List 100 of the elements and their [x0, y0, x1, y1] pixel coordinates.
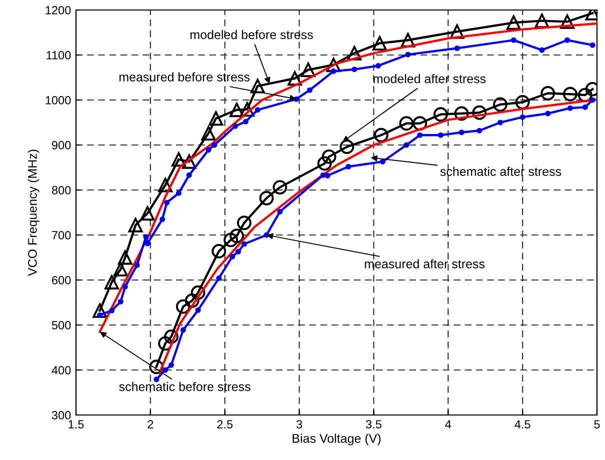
point	[590, 97, 596, 103]
point	[108, 308, 115, 314]
point	[564, 37, 570, 43]
point	[520, 114, 526, 120]
point	[567, 105, 573, 111]
point	[320, 172, 326, 178]
point	[472, 105, 487, 120]
point	[352, 66, 358, 72]
point	[476, 128, 482, 134]
point	[164, 200, 170, 206]
point	[578, 88, 592, 102]
point	[380, 158, 386, 164]
point	[113, 262, 128, 276]
point	[497, 120, 504, 126]
point	[458, 130, 464, 136]
point	[216, 275, 222, 281]
point	[433, 107, 448, 122]
point	[206, 147, 212, 153]
point	[404, 142, 410, 148]
point	[224, 232, 238, 248]
point	[182, 154, 196, 169]
x-tick-label: 2.5	[217, 420, 233, 429]
point	[160, 216, 166, 222]
y-tick-label: 800	[52, 186, 71, 194]
x-axis-title: Bias Voltage (V)	[292, 434, 381, 446]
point	[300, 62, 316, 78]
point	[330, 68, 336, 74]
point	[118, 298, 124, 304]
point	[400, 32, 416, 48]
point	[454, 45, 460, 52]
point	[164, 329, 178, 344]
y-tick-label: 500	[52, 321, 71, 330]
point	[277, 208, 283, 214]
point	[168, 362, 174, 368]
point	[144, 240, 150, 246]
point	[374, 128, 388, 142]
point	[230, 102, 244, 118]
point	[288, 71, 302, 86]
point	[97, 312, 103, 318]
point	[171, 152, 186, 167]
point	[208, 111, 224, 126]
point	[324, 172, 330, 178]
x-tick-label: 2	[148, 420, 154, 428]
point	[128, 218, 143, 232]
point	[347, 46, 362, 60]
point	[104, 275, 119, 290]
x-tick-label: 1.5	[68, 420, 84, 429]
point	[375, 63, 381, 69]
x-tick-label: 4.5	[514, 420, 530, 429]
x-tick-label: 3.5	[366, 420, 382, 429]
point	[184, 293, 200, 308]
point	[250, 78, 265, 94]
point	[493, 97, 508, 112]
point	[438, 132, 444, 138]
point	[454, 106, 469, 121]
point	[405, 52, 411, 58]
point	[412, 116, 428, 131]
point	[259, 190, 274, 206]
y-tick-label: 600	[52, 276, 71, 284]
point	[92, 303, 108, 318]
point	[582, 104, 588, 110]
x-tick-label: 3	[296, 420, 302, 429]
point	[241, 241, 247, 247]
point	[417, 132, 423, 138]
point	[236, 216, 252, 230]
point	[340, 140, 354, 154]
annotation: schematic after stress	[440, 166, 562, 176]
y-axis-title: VCO Frequency (MHz)	[28, 150, 40, 276]
point	[134, 262, 140, 268]
y-tick-label: 700	[52, 231, 71, 240]
y-tick-label: 400	[52, 366, 71, 374]
point	[545, 110, 551, 116]
point	[190, 285, 206, 300]
y-tick-label: 1000	[46, 96, 71, 104]
point	[242, 118, 248, 124]
point	[534, 14, 550, 28]
y-tick-label: 300	[52, 411, 71, 420]
point	[326, 58, 341, 72]
point	[540, 86, 556, 100]
annotation: measured after stress	[364, 259, 485, 268]
y-tick-label: 1100	[46, 51, 71, 60]
point	[158, 178, 173, 192]
point	[235, 248, 242, 254]
point	[515, 95, 530, 110]
point	[590, 42, 596, 48]
y-tick-label: 900	[52, 141, 71, 150]
point	[346, 164, 352, 170]
point	[212, 244, 226, 258]
point	[195, 307, 201, 313]
point	[149, 360, 164, 374]
point	[562, 86, 578, 102]
point	[506, 15, 521, 30]
point	[560, 14, 574, 29]
point	[176, 190, 182, 196]
point	[212, 142, 218, 148]
annotation: schematic before stress	[119, 382, 250, 392]
point	[118, 250, 132, 265]
point	[272, 180, 288, 195]
point	[254, 107, 260, 113]
point	[317, 156, 332, 171]
